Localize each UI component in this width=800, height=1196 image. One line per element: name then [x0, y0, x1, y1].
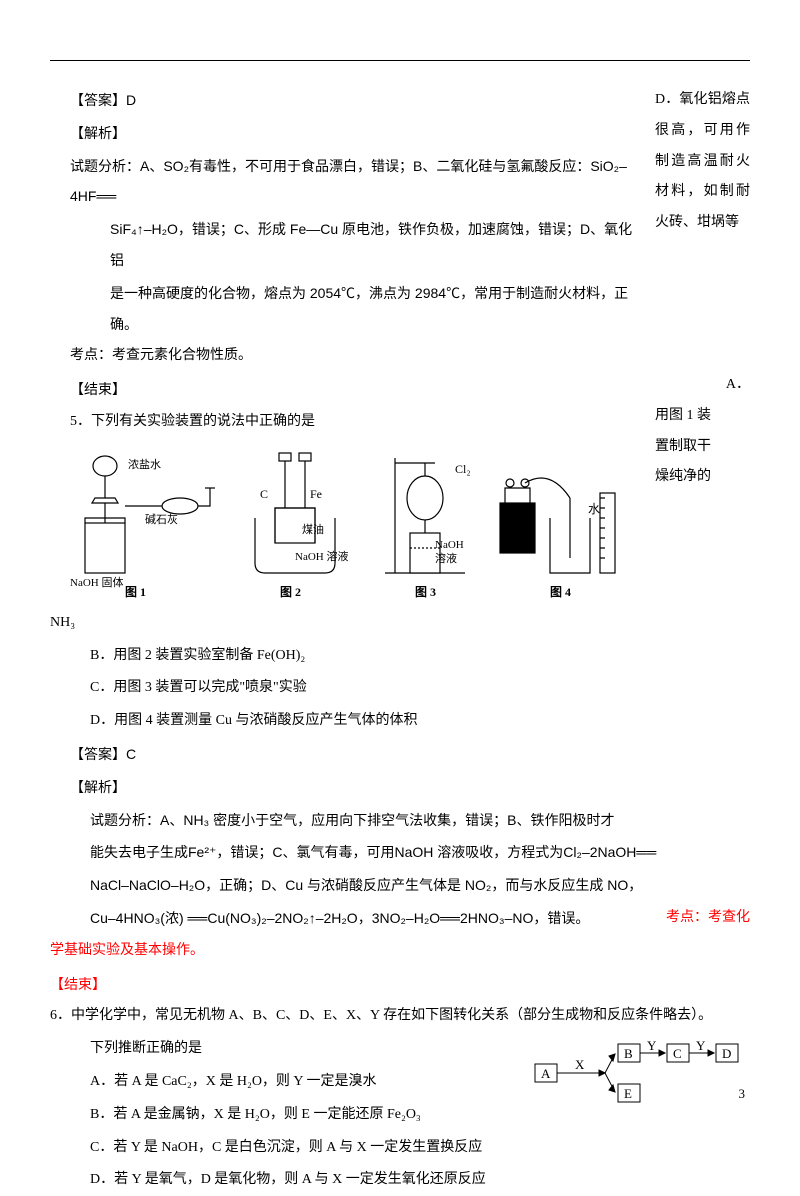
jiexi-1: 【解析】 [50, 118, 640, 149]
question-6: 6．中学化学中，常见无机物 A、B、C、D、E、X、Y 存在如下图转化关系（部分… [50, 1001, 750, 1032]
sidebar-note-2: A． 用图 1 装 置制取干 燥纯净的 [655, 370, 750, 493]
apparatus-figures: 浓盐水 碱石灰 NaOH 固体 图 1 C Fe 煤油 NaOH 溶液 [70, 448, 640, 598]
svg-text:A: A [541, 1066, 551, 1081]
label-naoh: NaOH [435, 539, 464, 551]
analysis-2d: Cu–4HNO₃(浓) ══Cu(NO₃)₂–2NO₂↑–2H₂O，3NO₂–H… [50, 903, 630, 934]
label-tu1: 图 1 [125, 585, 146, 598]
q6-c: C．若 Y 是 NaOH，C 是白色沉淀，则 A 与 X 一定发生置换反应 [50, 1133, 750, 1164]
top-divider [50, 60, 750, 61]
flowchart-diagram: A X B E Y [530, 1039, 740, 1122]
label-tu4: 图 4 [550, 585, 571, 598]
kaodian-2a: 考点：考查化 [666, 903, 750, 934]
svg-text:E: E [624, 1086, 632, 1101]
sidebar2-l3: 置制取干 [655, 432, 750, 463]
label-jianshuihui: 碱石灰 [145, 512, 178, 526]
jiexi-2: 【解析】 [50, 772, 750, 803]
sidebar2-l1: A． [655, 370, 750, 401]
svg-text:Y: Y [647, 1039, 657, 1053]
analysis-2c: NaCl–NaClO–H₂O，正确；D、Cu 与浓硝酸反应产生气体是 NO₂，而… [50, 870, 750, 901]
answer-d: 【答案】D [50, 85, 640, 116]
question-5: 5．下列有关实验装置的说法中正确的是 [50, 407, 640, 438]
label-meiyou: 煤油 [302, 522, 324, 536]
q5-c: C．用图 3 装置可以完成"喷泉"实验 [50, 673, 750, 704]
sidebar-text: D．氧化铝熔点很高，可用作制造高温耐火材料，如制耐火砖、坩埚等 [655, 92, 750, 230]
kaodian-1: 考点：考查元素化合物性质。 [50, 341, 640, 372]
label-cl2: Cl₂ [455, 462, 471, 476]
svg-text:C: C [673, 1046, 682, 1061]
label-c: C [260, 487, 268, 501]
jieshu-1: 【结束】 [50, 374, 640, 405]
svg-text:Y: Y [696, 1039, 706, 1053]
svg-text:B: B [624, 1046, 633, 1061]
sidebar2-l2: 用图 1 装 [655, 401, 750, 432]
sidebar2-l4: 燥纯净的 [655, 462, 750, 493]
kaodian-2b: 学基础实验及基本操作。 [50, 936, 750, 967]
svg-text:D: D [722, 1046, 731, 1061]
sidebar-note-1: D．氧化铝熔点很高，可用作制造高温耐火材料，如制耐火砖、坩埚等 [655, 85, 750, 239]
label-naoh-sol: NaOH 溶液 [295, 549, 348, 563]
analysis-1b: SiF₄↑–H₂O，错误；C、形成 Fe—Cu 原电池，铁作负极，加速腐蚀，错误… [50, 214, 640, 276]
q5-d: D．用图 4 装置测量 Cu 与浓硝酸反应产生气体的体积 [50, 706, 750, 737]
label-naoh-solid: NaOH 固体 [70, 575, 123, 589]
svg-text:X: X [575, 1057, 585, 1072]
page-number: 3 [739, 1086, 746, 1102]
label-nongyanshui: 浓盐水 [128, 458, 161, 471]
analysis-1a: 试题分析：A、SO₂有毒性，不可用于食品漂白，错误；B、二氧化硅与氢氟酸反应：S… [50, 151, 640, 213]
nh3-line: NH₃ [50, 608, 750, 639]
label-tu3: 图 3 [415, 585, 436, 598]
analysis-2a: 试题分析：A、NH₃ 密度小于空气，应用向下排空气法收集，错误；B、铁作阳极时才 [50, 805, 750, 836]
label-rongye: 溶液 [435, 551, 457, 565]
q5-b: B．用图 2 装置实验室制备 Fe(OH)₂ [50, 641, 750, 672]
analysis-1c: 是一种高硬度的化合物，熔点为 2054℃，沸点为 2984℃，常用于制造耐火材料… [50, 278, 640, 340]
label-shui: 水 [588, 502, 600, 516]
q6-d: D．若 Y 是氧气，D 是氧化物，则 A 与 X 一定发生氧化还原反应 [50, 1165, 750, 1196]
jieshu-2: 【结束】 [50, 969, 750, 1000]
analysis-2b: 能失去电子生成Fe²⁺，错误；C、氯气有毒，可用NaOH 溶液吸收，方程式为Cl… [50, 837, 750, 868]
label-tu2: 图 2 [280, 585, 301, 598]
answer-c: 【答案】C [50, 739, 750, 770]
label-fe: Fe [310, 487, 322, 501]
